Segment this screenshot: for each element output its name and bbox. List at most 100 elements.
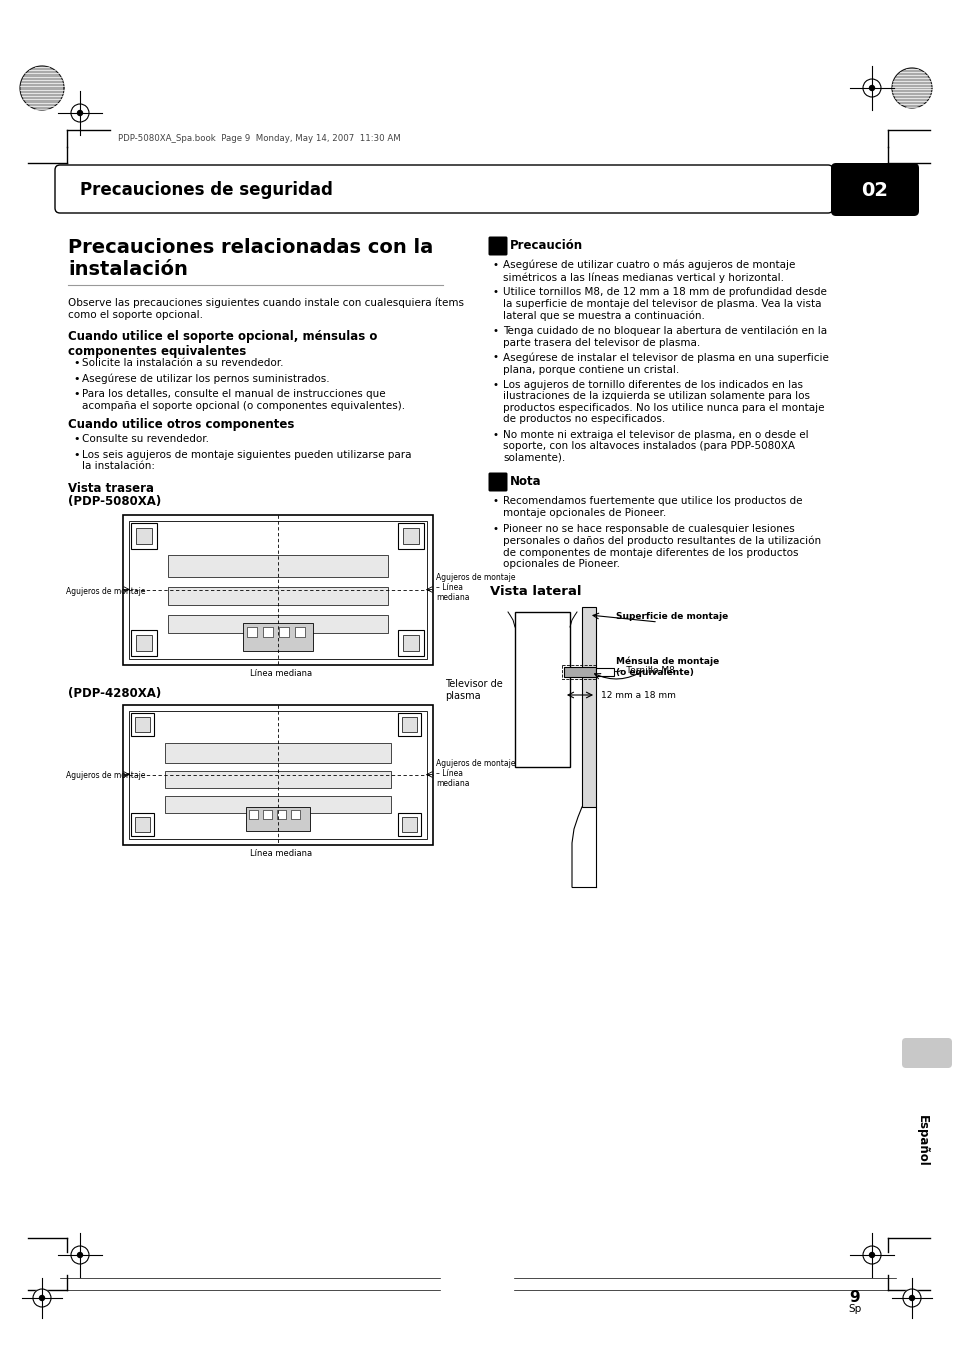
Text: Vista trasera: Vista trasera (68, 482, 153, 496)
Circle shape (868, 85, 874, 91)
Bar (123, 515, 433, 665)
Bar (246, 807, 310, 831)
Polygon shape (891, 68, 931, 108)
Text: No monte ni extraiga el televisor de plasma, en o desde el
soporte, con los alta: No monte ni extraiga el televisor de pla… (502, 430, 808, 462)
Text: •: • (73, 358, 79, 367)
Circle shape (33, 1289, 51, 1306)
Text: – Línea: – Línea (436, 769, 462, 777)
Text: Recomendamos fuertemente que utilice los productos de
montaje opcionales de Pion: Recomendamos fuertemente que utilice los… (502, 496, 801, 517)
Bar (294, 627, 305, 636)
Bar (249, 809, 257, 819)
Text: •: • (493, 496, 498, 507)
Bar (168, 586, 388, 604)
Text: Televisor de
plasma: Televisor de plasma (444, 680, 502, 701)
Text: Agujeros de montaje: Agujeros de montaje (66, 586, 146, 596)
Text: Sp: Sp (847, 1304, 861, 1315)
Bar (397, 812, 420, 835)
Text: •: • (73, 373, 79, 384)
Circle shape (71, 1246, 89, 1265)
Bar (402, 527, 418, 543)
Bar (243, 623, 313, 650)
Text: (PDP-4280XA): (PDP-4280XA) (68, 686, 161, 700)
Circle shape (77, 111, 82, 115)
Bar (136, 635, 152, 650)
Bar (168, 554, 388, 577)
Bar (276, 809, 286, 819)
Text: Superficie de montaje: Superficie de montaje (616, 612, 727, 621)
Circle shape (908, 1296, 914, 1301)
Text: Asegúrese de utilizar los pernos suministrados.: Asegúrese de utilizar los pernos suminis… (82, 373, 330, 384)
Text: Línea mediana: Línea mediana (250, 669, 312, 677)
Text: (PDP-5080XA): (PDP-5080XA) (68, 496, 161, 508)
Bar (397, 523, 423, 549)
Bar (402, 635, 418, 650)
Bar (136, 527, 152, 543)
Text: ✎: ✎ (492, 476, 501, 486)
Bar (515, 612, 569, 767)
Bar (123, 704, 433, 844)
Text: mediana: mediana (436, 593, 469, 603)
Circle shape (39, 1296, 45, 1301)
Circle shape (862, 78, 880, 97)
Text: 12 mm a 18 mm: 12 mm a 18 mm (600, 690, 675, 700)
Text: •: • (493, 353, 498, 362)
Circle shape (71, 104, 89, 122)
Text: Ménsula de montaje
(o equivalente): Ménsula de montaje (o equivalente) (616, 657, 719, 677)
Text: Los agujeros de tornillo diferentes de los indicados en las
ilustraciones de la : Los agujeros de tornillo diferentes de l… (502, 380, 823, 424)
Text: Cuando utilice el soporte opcional, ménsulas o
componentes equivalentes: Cuando utilice el soporte opcional, méns… (68, 330, 377, 358)
Bar (397, 630, 423, 655)
Text: ☝: ☝ (493, 240, 498, 250)
Text: Agujeros de montaje: Agujeros de montaje (66, 771, 146, 781)
Text: Solicite la instalación a su revendedor.: Solicite la instalación a su revendedor. (82, 358, 283, 367)
Bar (563, 667, 596, 677)
Bar (131, 523, 157, 549)
Text: Español: Español (915, 1115, 928, 1167)
Bar (165, 743, 391, 762)
Text: Tenga cuidado de no bloquear la abertura de ventilación en la
parte trasera del : Tenga cuidado de no bloquear la abertura… (502, 326, 826, 347)
Text: •: • (493, 259, 498, 270)
Bar (596, 667, 614, 676)
Bar (291, 809, 299, 819)
Bar (131, 712, 153, 735)
Text: Precaución: Precaución (510, 239, 582, 253)
FancyBboxPatch shape (830, 163, 918, 216)
Bar (165, 770, 391, 788)
Text: •: • (493, 380, 498, 389)
Bar (263, 627, 273, 636)
Text: Asegúrese de instalar el televisor de plasma en una superficie
plana, porque con: Asegúrese de instalar el televisor de pl… (502, 353, 828, 374)
Text: Precauciones de seguridad: Precauciones de seguridad (80, 181, 333, 199)
Text: •: • (73, 389, 79, 399)
Text: Cuando utilice otros componentes: Cuando utilice otros componentes (68, 417, 294, 431)
Bar (131, 630, 157, 655)
Bar (165, 796, 391, 812)
Circle shape (77, 1252, 82, 1258)
Text: Nota: Nota (510, 476, 541, 488)
Text: Agujeros de montaje: Agujeros de montaje (436, 758, 515, 767)
Bar (247, 627, 256, 636)
Text: •: • (73, 434, 79, 444)
Bar (581, 607, 596, 807)
Text: instalación: instalación (68, 259, 188, 280)
Text: Utilice tornillos M8, de 12 mm a 18 mm de profundidad desde
la superficie de mon: Utilice tornillos M8, de 12 mm a 18 mm d… (502, 286, 826, 320)
Bar (561, 665, 596, 680)
Bar (129, 520, 427, 658)
Bar (129, 711, 427, 839)
Bar (135, 816, 150, 831)
Text: Agujeros de montaje: Agujeros de montaje (436, 574, 515, 582)
Text: Consulte su revendedor.: Consulte su revendedor. (82, 434, 209, 444)
FancyBboxPatch shape (488, 473, 507, 492)
Bar (168, 615, 388, 632)
Text: Los seis agujeros de montaje siguientes pueden utilizarse para
la instalación:: Los seis agujeros de montaje siguientes … (82, 450, 411, 471)
Circle shape (902, 1289, 920, 1306)
Text: •: • (493, 286, 498, 297)
Text: •: • (493, 430, 498, 439)
Text: Pioneer no se hace responsable de cualesquier lesiones
personales o daños del pr: Pioneer no se hace responsable de cuales… (502, 524, 821, 569)
Text: 9: 9 (849, 1290, 860, 1305)
Text: Precauciones relacionadas con la: Precauciones relacionadas con la (68, 238, 433, 257)
Polygon shape (20, 66, 64, 109)
Bar (131, 812, 153, 835)
Text: Para los detalles, consulte el manual de instrucciones que
acompaña el soporte o: Para los detalles, consulte el manual de… (82, 389, 405, 411)
Bar (401, 716, 416, 731)
Text: Línea mediana: Línea mediana (250, 848, 312, 858)
Text: •: • (73, 450, 79, 459)
